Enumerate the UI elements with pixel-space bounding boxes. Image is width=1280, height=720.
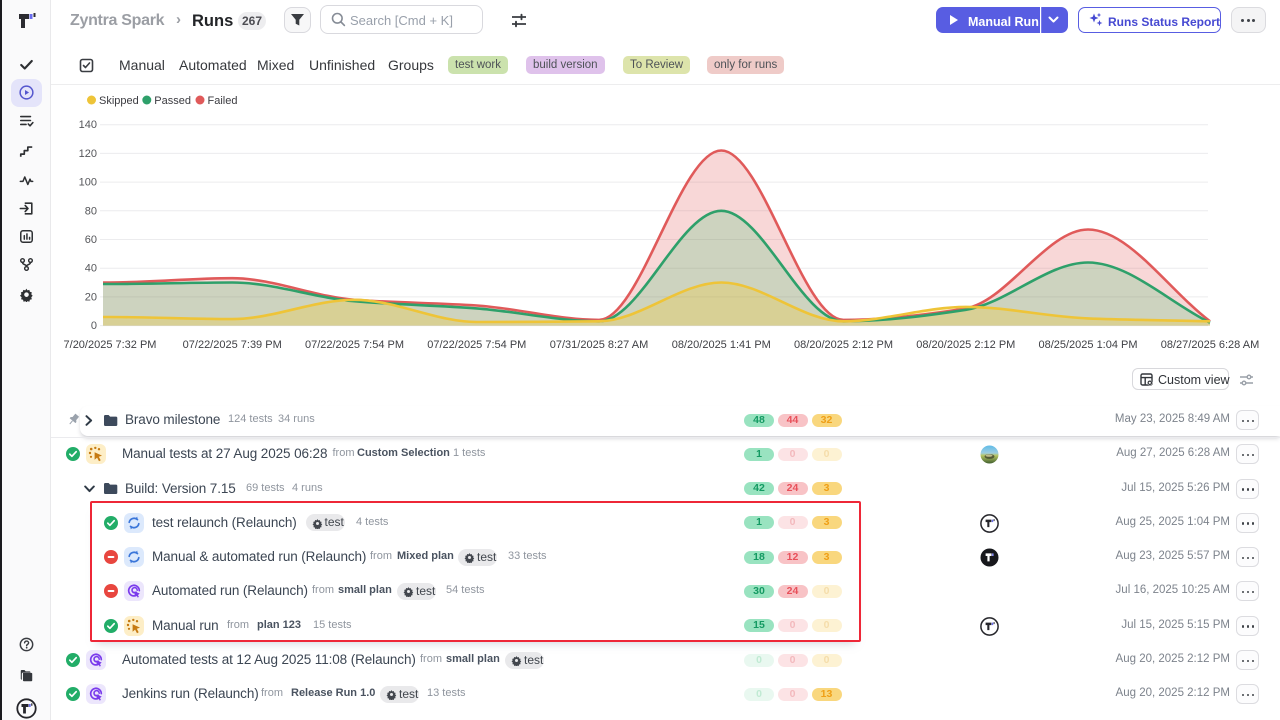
svg-text:7/20/2025 7:32 PM: 7/20/2025 7:32 PM — [64, 339, 157, 351]
svg-text:100: 100 — [79, 177, 97, 189]
svg-text:08/20/2025 2:12 PM: 08/20/2025 2:12 PM — [794, 339, 893, 351]
svg-text:08/20/2025 2:12 PM: 08/20/2025 2:12 PM — [916, 339, 1015, 351]
svg-text:140: 140 — [79, 119, 97, 131]
svg-text:20: 20 — [85, 291, 97, 303]
svg-text:Failed: Failed — [208, 95, 238, 107]
svg-text:120: 120 — [79, 148, 97, 160]
svg-text:08/25/2025 1:04 PM: 08/25/2025 1:04 PM — [1038, 339, 1137, 351]
svg-text:Skipped: Skipped — [99, 95, 139, 107]
svg-text:08/27/2025 6:28 AM: 08/27/2025 6:28 AM — [1161, 339, 1259, 351]
svg-text:07/22/2025 7:54 PM: 07/22/2025 7:54 PM — [427, 339, 526, 351]
svg-text:Passed: Passed — [154, 95, 191, 107]
svg-text:07/31/2025 8:27 AM: 07/31/2025 8:27 AM — [550, 339, 648, 351]
svg-text:60: 60 — [85, 234, 97, 246]
svg-text:07/22/2025 7:39 PM: 07/22/2025 7:39 PM — [183, 339, 282, 351]
svg-text:80: 80 — [85, 205, 97, 217]
svg-text:08/20/2025 1:41 PM: 08/20/2025 1:41 PM — [672, 339, 771, 351]
svg-text:07/22/2025 7:54 PM: 07/22/2025 7:54 PM — [305, 339, 404, 351]
svg-text:0: 0 — [91, 320, 97, 332]
svg-text:40: 40 — [85, 263, 97, 275]
